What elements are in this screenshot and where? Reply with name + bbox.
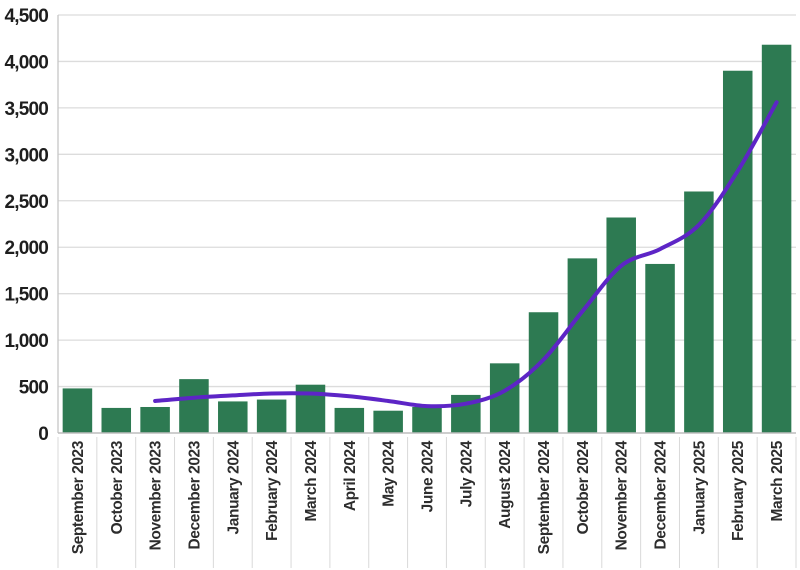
x-tick-label: December 2023 bbox=[186, 440, 203, 549]
x-tick-label: March 2025 bbox=[769, 440, 786, 521]
bar-november-2023 bbox=[140, 406, 170, 433]
bar-october-2023 bbox=[101, 407, 132, 433]
y-tick-label: 500 bbox=[19, 378, 49, 399]
x-tick-label: August 2024 bbox=[497, 440, 514, 529]
bar-january-2024 bbox=[218, 401, 248, 433]
bar-november-2024 bbox=[606, 217, 636, 433]
bar-february-2024 bbox=[256, 399, 287, 433]
y-tick-label: 1,500 bbox=[4, 285, 48, 306]
bar-december-2023 bbox=[179, 379, 209, 433]
y-tick-label: 0 bbox=[38, 424, 48, 445]
bar-may-2024 bbox=[373, 410, 403, 433]
y-tick-label: 3,000 bbox=[4, 145, 48, 166]
x-tick-label: June 2024 bbox=[420, 440, 437, 512]
y-tick-label: 2,500 bbox=[4, 192, 48, 213]
bar-september-2023 bbox=[62, 388, 93, 433]
trend-line bbox=[153, 100, 779, 409]
y-tick-label: 4,500 bbox=[4, 6, 48, 27]
x-tick-label: October 2023 bbox=[109, 440, 126, 534]
x-tick-label: January 2025 bbox=[691, 440, 708, 534]
x-tick-label: July 2024 bbox=[458, 440, 475, 507]
x-tick-label: November 2023 bbox=[148, 440, 165, 550]
x-tick-label: April 2024 bbox=[342, 440, 359, 511]
x-tick-label: March 2024 bbox=[303, 440, 320, 521]
y-tick-label: 4,000 bbox=[4, 52, 48, 73]
x-tick-label: January 2024 bbox=[225, 440, 242, 534]
x-tick-label: February 2025 bbox=[730, 440, 747, 541]
x-tick-label: September 2023 bbox=[70, 440, 87, 554]
x-tick-label: November 2024 bbox=[614, 440, 631, 550]
y-tick-label: 3,500 bbox=[4, 99, 48, 120]
bar-december-2024 bbox=[645, 263, 675, 433]
x-tick-label: February 2024 bbox=[264, 440, 281, 541]
x-tick-label: October 2024 bbox=[575, 440, 592, 534]
bar-march-2025 bbox=[761, 44, 792, 433]
x-tick-label: May 2024 bbox=[381, 440, 398, 507]
bar-april-2024 bbox=[334, 407, 365, 433]
bar-october-2024 bbox=[567, 258, 598, 433]
x-tick-label: September 2024 bbox=[536, 440, 553, 554]
y-tick-label: 2,000 bbox=[4, 238, 48, 259]
bar-february-2025 bbox=[722, 70, 753, 433]
x-tick-label: December 2024 bbox=[653, 440, 670, 549]
bar-june-2024 bbox=[412, 406, 442, 433]
bar-september-2024 bbox=[528, 312, 559, 433]
bar-august-2024 bbox=[489, 363, 520, 433]
bar-january-2025 bbox=[684, 191, 714, 433]
y-tick-label: 1,000 bbox=[4, 331, 48, 352]
